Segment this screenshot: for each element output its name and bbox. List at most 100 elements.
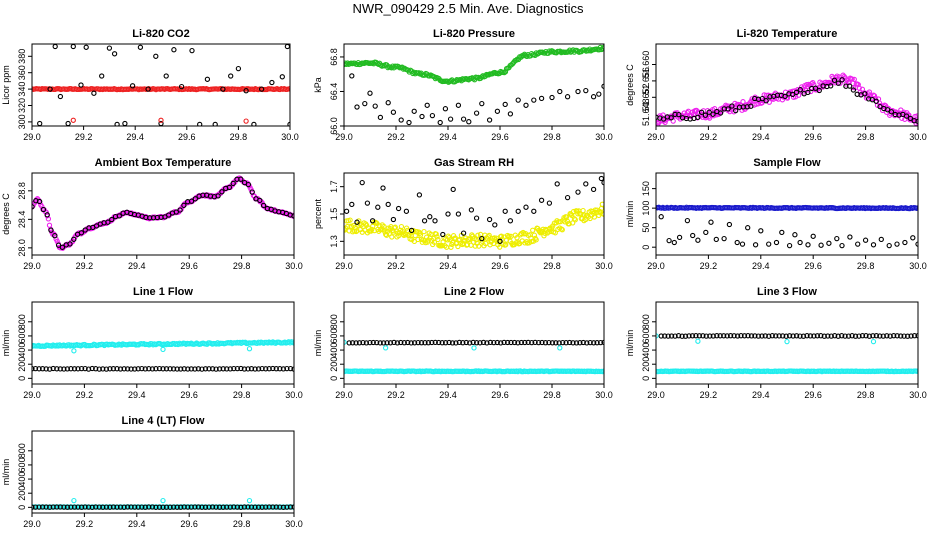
data-point bbox=[156, 504, 163, 510]
data-point bbox=[39, 366, 46, 372]
data-point bbox=[695, 114, 701, 120]
data-point bbox=[246, 497, 253, 504]
data-point bbox=[192, 366, 198, 372]
data-point bbox=[114, 366, 120, 372]
data-point bbox=[163, 366, 170, 372]
data-point bbox=[160, 504, 166, 510]
data-point bbox=[114, 504, 120, 510]
data-point bbox=[831, 77, 838, 83]
data-point bbox=[89, 504, 95, 510]
data-point bbox=[676, 234, 683, 241]
data-point bbox=[455, 102, 462, 108]
data-point bbox=[497, 238, 503, 244]
data-point bbox=[416, 192, 423, 198]
data-point bbox=[583, 87, 589, 94]
x-tick-label: 29.4 bbox=[128, 261, 146, 271]
x-tick-label: 30.0 bbox=[595, 132, 613, 142]
data-point bbox=[238, 365, 244, 372]
data-point bbox=[212, 121, 218, 126]
data-point bbox=[486, 117, 493, 123]
data-point bbox=[676, 111, 682, 118]
x-tick-label: 29.4 bbox=[439, 132, 457, 142]
plot-area bbox=[344, 175, 604, 250]
data-point bbox=[851, 76, 857, 83]
y-tick-label: 0 bbox=[17, 376, 27, 381]
data-point bbox=[573, 340, 580, 346]
data-point bbox=[238, 504, 244, 510]
data-point bbox=[729, 103, 735, 109]
data-point bbox=[106, 45, 113, 51]
data-point bbox=[124, 366, 131, 372]
data-point bbox=[574, 208, 580, 214]
data-point bbox=[50, 365, 56, 372]
data-point bbox=[349, 201, 355, 208]
data-point bbox=[386, 231, 392, 237]
data-point bbox=[243, 88, 249, 94]
data-point bbox=[714, 333, 720, 339]
data-point bbox=[901, 333, 907, 339]
data-point bbox=[797, 333, 803, 339]
data-point bbox=[497, 244, 503, 250]
data-point bbox=[199, 504, 205, 510]
data-point bbox=[189, 47, 195, 54]
x-tick-label: 30.0 bbox=[909, 390, 927, 400]
data-point bbox=[153, 504, 159, 510]
data-point bbox=[252, 366, 258, 372]
data-point bbox=[421, 218, 428, 224]
data-point bbox=[460, 230, 467, 236]
x-tick-label: 29.8 bbox=[233, 390, 251, 400]
data-point bbox=[507, 111, 514, 117]
data-point bbox=[668, 115, 674, 121]
data-point bbox=[284, 44, 290, 50]
data-point bbox=[903, 113, 910, 119]
data-point bbox=[356, 340, 363, 346]
data-point bbox=[224, 366, 230, 372]
data-point bbox=[255, 366, 262, 372]
data-point bbox=[273, 504, 279, 510]
data-point bbox=[178, 504, 184, 510]
plot-frame bbox=[343, 172, 605, 256]
data-point bbox=[82, 227, 88, 233]
plot-frame bbox=[343, 301, 605, 385]
data-point bbox=[195, 366, 202, 372]
data-point bbox=[739, 241, 746, 247]
data-point bbox=[78, 365, 85, 372]
chart-panel: Line 2 Flow ml/min 29.0 29.2 29.4 29.6 29.8 30.… bbox=[313, 286, 613, 400]
data-point bbox=[494, 339, 500, 346]
data-point bbox=[142, 366, 148, 372]
data-point bbox=[238, 176, 244, 182]
data-point bbox=[167, 504, 173, 510]
chart-panel: Line 3 Flow ml/min 29.0 29.2 29.4 29.6 29.8 30.… bbox=[625, 286, 927, 400]
data-point bbox=[731, 333, 737, 339]
data-point bbox=[828, 83, 834, 89]
data-point bbox=[679, 333, 685, 339]
data-point bbox=[748, 333, 755, 339]
data-point bbox=[57, 93, 64, 100]
chart-title: Li-820 Pressure bbox=[433, 28, 515, 40]
data-point bbox=[766, 241, 772, 247]
data-point bbox=[727, 333, 734, 339]
data-point bbox=[842, 333, 848, 339]
data-point bbox=[389, 234, 395, 240]
data-point bbox=[367, 339, 373, 346]
data-point bbox=[601, 211, 604, 217]
data-point bbox=[429, 112, 436, 119]
data-point bbox=[666, 237, 672, 244]
data-point bbox=[177, 207, 183, 213]
data-point bbox=[192, 504, 198, 510]
x-tick-label: 29.0 bbox=[647, 261, 665, 271]
data-point bbox=[149, 366, 156, 372]
data-point bbox=[403, 232, 409, 238]
x-tick-label: 29.4 bbox=[752, 132, 770, 142]
data-point bbox=[464, 241, 471, 248]
data-point bbox=[902, 239, 908, 246]
x-tick-label: 29.4 bbox=[439, 390, 457, 400]
data-point bbox=[797, 239, 803, 246]
y-axis-label: ml/min bbox=[625, 201, 635, 228]
data-point bbox=[553, 340, 559, 346]
data-point bbox=[235, 65, 242, 72]
data-point bbox=[511, 339, 518, 346]
chart-title: Line 4 (LT) Flow bbox=[122, 415, 205, 427]
data-point bbox=[135, 504, 141, 510]
data-point bbox=[721, 333, 727, 339]
